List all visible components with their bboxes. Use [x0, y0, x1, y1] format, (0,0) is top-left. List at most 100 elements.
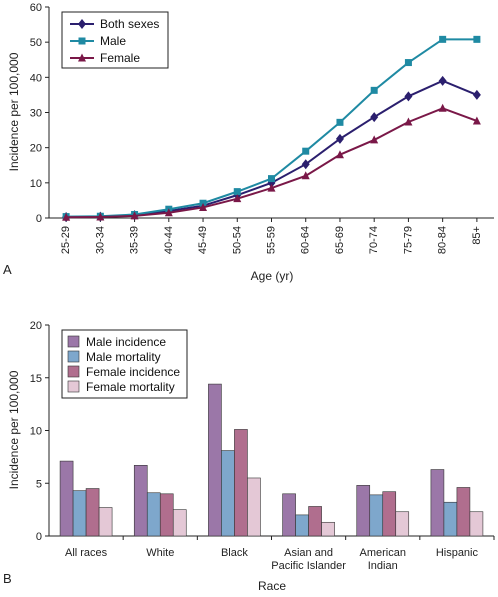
series-line — [66, 79, 478, 218]
y-tick-label: 0 — [36, 213, 42, 225]
x-axis-title-a: Age (yr) — [251, 269, 294, 283]
series-line — [66, 107, 478, 219]
bar-female-mortality — [395, 511, 410, 537]
bar-female-incidence — [234, 429, 248, 537]
legend-swatch — [67, 335, 80, 348]
data-point — [439, 35, 447, 43]
category-label: Hispanic — [436, 547, 479, 559]
legend-label: Female mortality — [86, 380, 175, 394]
x-tick-label: 40-44 — [163, 226, 175, 254]
x-tick-label: 80-84 — [437, 226, 449, 254]
bar-male-incidence — [59, 460, 74, 537]
data-point — [78, 19, 86, 29]
x-tick-label: 55-59 — [266, 226, 278, 254]
category-label: White — [146, 547, 174, 559]
bar-male-mortality — [72, 490, 87, 537]
bar-female-mortality — [247, 477, 261, 537]
bar-male-incidence — [430, 469, 445, 537]
data-point — [78, 37, 86, 45]
y-tick-label: 10 — [30, 178, 42, 190]
legend-box-b — [61, 329, 188, 399]
data-point — [301, 171, 310, 180]
data-point — [130, 211, 139, 220]
x-tick-label: 75-79 — [402, 226, 414, 254]
data-point — [472, 89, 481, 100]
legend-label: Female incidence — [86, 365, 180, 379]
x-tick-label: 45-49 — [197, 226, 209, 254]
y-axis-ticks-a: 0 10 20 30 40 50 60 — [30, 2, 49, 225]
legend-label: Both sexes — [100, 17, 159, 31]
category-label: All races — [65, 547, 108, 559]
data-point — [335, 150, 344, 159]
data-point — [164, 208, 173, 217]
bar-female-incidence — [382, 491, 397, 537]
bar-female-mortality — [321, 521, 335, 537]
x-tick-label: 50-54 — [231, 226, 243, 254]
data-point — [336, 118, 344, 126]
panel-label-a: A — [3, 262, 12, 277]
y-tick-label: 60 — [30, 2, 42, 14]
bar-female-mortality — [469, 511, 484, 537]
legend-label: Male — [100, 34, 126, 48]
y-axis-title-b: Incidence per 100,000 — [7, 370, 21, 489]
x-tick-label: 65-69 — [334, 226, 346, 254]
x-axis-ticks-a: 25-29 30-34 35-39 40-44 45-49 50-54 55-59 60-64… — [60, 218, 483, 254]
bar-female-incidence — [85, 488, 100, 537]
category-label: Asian and Pacific Islander — [271, 547, 346, 572]
bar-male-incidence — [208, 383, 222, 537]
data-point — [335, 133, 344, 144]
legend-a: Both sexes Male Female — [61, 11, 169, 69]
legend-swatch — [67, 365, 80, 378]
bar-male-incidence — [133, 465, 148, 537]
x-tick-label: 60-64 — [300, 226, 312, 254]
legend-swatch — [67, 350, 80, 363]
y-axis-title-a: Incidence per 100,000 — [7, 52, 21, 171]
bar-female-incidence — [159, 493, 174, 537]
bar-male-mortality — [369, 494, 384, 537]
x-tick-label: 85+ — [471, 226, 483, 245]
category-label: Black — [221, 547, 248, 559]
line-chart-panel-a: 0 10 20 30 40 50 60 25-29 30-34 35-39 40-44 45-49 5… — [3, 2, 494, 283]
bars-group-b — [59, 383, 484, 537]
y-tick-label: 40 — [30, 72, 42, 84]
y-tick-label: 50 — [30, 37, 42, 49]
data-point — [267, 183, 276, 192]
legend-label: Male mortality — [86, 350, 161, 364]
bar-female-mortality — [98, 507, 113, 537]
data-point — [96, 212, 105, 221]
data-point — [78, 53, 86, 62]
bar-male-mortality — [221, 450, 235, 537]
y-tick-label: 30 — [30, 108, 42, 120]
bar-chart-panel-b: 0 5 10 15 20 All races White Black Asian and Pac… — [3, 320, 495, 593]
data-point — [404, 91, 413, 102]
x-tick-label: 30-34 — [94, 226, 106, 254]
y-tick-label: 10 — [30, 426, 42, 438]
data-point — [473, 35, 481, 43]
data-point — [404, 59, 412, 67]
bar-female-incidence — [456, 487, 471, 537]
y-tick-label: 15 — [30, 373, 42, 385]
x-tick-label: 25-29 — [60, 226, 72, 254]
data-point — [302, 147, 310, 155]
data-point — [370, 86, 378, 94]
y-axis-ticks-b: 0 5 10 15 20 — [30, 320, 49, 543]
bar-male-incidence — [356, 485, 371, 537]
data-point — [199, 202, 208, 211]
data-point — [268, 175, 275, 183]
legend-swatch — [67, 380, 80, 393]
y-tick-label: 0 — [36, 531, 42, 543]
data-point — [233, 188, 241, 196]
y-tick-label: 20 — [30, 320, 42, 332]
bar-male-mortality — [295, 514, 309, 537]
data-point — [438, 75, 447, 86]
data-point — [233, 194, 242, 203]
series-female — [62, 103, 481, 221]
series-group-a — [62, 35, 481, 222]
y-tick-label: 5 — [36, 478, 42, 490]
data-point — [370, 112, 379, 123]
panel-label-b: B — [3, 571, 12, 586]
series-both-sexes — [62, 75, 481, 222]
x-tick-label: 35-39 — [129, 226, 141, 254]
